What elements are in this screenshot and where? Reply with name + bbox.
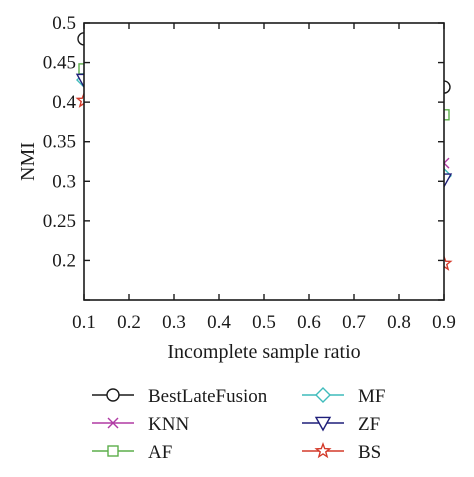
diamond-marker [315, 387, 331, 403]
circle-marker [106, 388, 120, 402]
x-marker-stroke [107, 417, 119, 429]
square-marker-shape [107, 445, 119, 457]
y-tick-label: 0.3 [52, 171, 76, 192]
x-tick-label: 0.8 [387, 312, 411, 333]
legend-label: AF [148, 442, 172, 463]
triangle-down-marker [314, 416, 332, 432]
legend-item: BS [302, 442, 381, 463]
y-tick-label: 0.35 [43, 132, 76, 153]
circle-marker-shape [106, 388, 120, 402]
legend-label: MF [358, 386, 385, 407]
x-tick-label: 0.1 [72, 312, 96, 333]
x-tick-label: 0.3 [162, 312, 186, 333]
y-tick-label: 0.4 [52, 92, 76, 113]
x-axis-label: Incomplete sample ratio [167, 341, 360, 363]
star-marker-shape [314, 442, 332, 459]
legend-label: ZF [358, 414, 380, 435]
legend-label: BS [358, 442, 381, 463]
legend-item: BestLateFusion [92, 386, 268, 407]
triangle-marker-shape [314, 416, 332, 432]
y-tick-label: 0.5 [52, 13, 76, 34]
legend-label: BestLateFusion [148, 386, 268, 407]
axes-layer: 0.2 0.25 0.3 0.35 0.4 0.45 0.5 0.1 0.2 0.3 0.4 0.5 0… [43, 13, 456, 333]
x-marker [107, 417, 119, 429]
y-axis-label: NMI [17, 142, 39, 181]
x-tick-label: 0.7 [342, 312, 366, 333]
x-tick-label: 0.5 [252, 312, 276, 333]
x-tick-label: 0.9 [432, 312, 456, 333]
legend-item: ZF [302, 414, 380, 435]
legend-item: KNN [92, 414, 189, 435]
legend-item: MF [302, 386, 385, 407]
x-tick-label: 0.4 [207, 312, 231, 333]
legend-label: KNN [148, 414, 189, 435]
diamond-marker-shape [315, 387, 331, 403]
x-tick-label: 0.2 [117, 312, 141, 333]
x-tick-label: 0.6 [297, 312, 321, 333]
legend-item: AF [92, 442, 172, 463]
y-tick-label: 0.45 [43, 53, 76, 74]
star-marker [314, 442, 332, 459]
plot-frame [83, 22, 445, 301]
y-tick-label: 0.25 [43, 211, 76, 232]
square-marker [107, 445, 119, 457]
y-tick-label: 0.2 [52, 250, 76, 271]
legend: BestLateFusion KNN AF MF ZF BS [92, 386, 385, 463]
